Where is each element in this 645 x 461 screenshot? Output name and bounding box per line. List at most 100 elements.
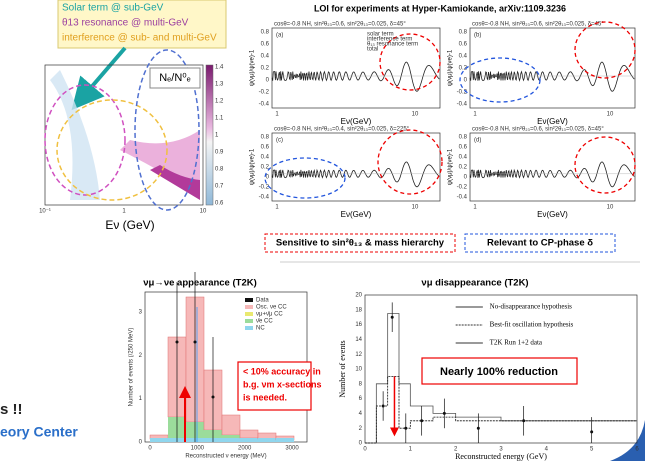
colorbar-tick: 1.2 [215, 99, 224, 105]
x-tick-label: 4 [545, 447, 549, 453]
legend-entry: ν̄e CC [256, 319, 273, 325]
triangle-plot [44, 49, 214, 211]
callout-text: b.g. νm x-sections [243, 379, 322, 389]
highlight [379, 33, 441, 91]
y-tick-label: -0.2 [457, 185, 468, 191]
callout-text: < 10% accuracy in [243, 366, 321, 376]
axis-label: Number of events (/250 MeV) [129, 328, 135, 407]
panel-letter: (b) [474, 33, 481, 39]
panel-letter: (a) [276, 33, 283, 39]
x-tick-label: 10 [607, 205, 614, 211]
note-box [464, 233, 616, 253]
x-tick-label: 10 [412, 112, 419, 118]
slide-text: eory Center [0, 424, 78, 440]
note: Relevant to CP-phase δ [487, 238, 593, 249]
curve [469, 161, 635, 188]
hist-bar [239, 429, 259, 439]
y-tick-label: 0.4 [261, 54, 270, 60]
highlight [459, 57, 541, 103]
x-tick-label: 2 [454, 447, 458, 453]
legend-entry: Best-fit oscillation hypothesis [490, 321, 574, 329]
legend-entry: Data [256, 298, 269, 304]
curve [271, 61, 440, 92]
legend-entry: T2K Run 1+2 data [490, 339, 543, 347]
hist-bar [150, 438, 168, 442]
legend-entry: total [367, 47, 378, 53]
y-tick-label: 12 [355, 352, 362, 358]
x-tick-label: 1 [122, 209, 126, 215]
hist-bar [276, 438, 294, 442]
panel-header: cosθ=-0.8 NH, sin²θ₂₃=0.6, sin²2θ₁₃=0.02… [274, 22, 406, 28]
panel-frame [469, 27, 636, 109]
y-tick-label: 0.6 [459, 145, 468, 151]
corner-decoration [610, 420, 645, 461]
y-tick-label: 0.6 [261, 145, 270, 151]
x-tick-label: 10 [412, 205, 419, 211]
colorbar-tick: 0.6 [215, 201, 224, 207]
colorbar-tick: 1.1 [215, 116, 224, 122]
x-tick-label: 5 [590, 447, 594, 453]
y-tick-label: 16 [355, 322, 362, 328]
y-tick-label: 0.8 [261, 30, 270, 36]
panel-frame [271, 132, 441, 202]
data-point [211, 395, 215, 399]
y-tick-label: 0.2 [261, 165, 270, 171]
colorbar-tick: 0.9 [215, 150, 224, 156]
axis-label: ψ(νμ)/ψ(νe)-1 [448, 49, 454, 86]
axis-label: ψ(νμ)/ψ(νe)-1 [448, 148, 454, 185]
x-tick-label: 3000 [285, 446, 299, 452]
legend-line: interference @ sub- and multi-GeV [62, 33, 217, 44]
note: Sensitive to sin²θ₁₃ & mass hierarchy [276, 238, 445, 249]
y-tick-label: 14 [355, 337, 362, 343]
note-box [264, 233, 456, 253]
axis-label: Eν(GeV) [537, 117, 568, 126]
panel-header: cosθ=-0.8 NH, sin²θ₂₃=0.4, sin²2θ₁₃=0.02… [274, 127, 410, 133]
data-point [522, 419, 526, 423]
arrow [71, 46, 127, 111]
y-tick-label: 0.4 [261, 155, 270, 161]
y-tick-label: 0.2 [459, 66, 468, 72]
x-tick-label: 10⁻¹ [39, 209, 51, 215]
y-tick-label: 3 [139, 310, 143, 316]
y-tick-label: 1 [139, 396, 143, 402]
y-tick-label: 8 [359, 381, 363, 387]
legend-swatch [245, 319, 253, 323]
legend-entry: νμ+ν̄μ CC [256, 312, 283, 318]
data-point [175, 340, 179, 344]
panel-letter: (c) [276, 138, 283, 144]
callout-text: is needed. [243, 392, 287, 402]
y-tick-label: 0 [139, 440, 143, 446]
highlight [574, 136, 636, 194]
y-tick-label: -0.4 [259, 102, 270, 108]
x-tick-label: 1 [409, 447, 413, 453]
colorbar-tick: 1.3 [215, 82, 224, 88]
colorbar-tick: 0.8 [215, 167, 224, 173]
plot-label: Nₑ/N⁰ₑ [159, 72, 191, 84]
axis-label: Reconstructed energy (GeV) [455, 452, 547, 461]
y-tick-label: 6 [359, 396, 363, 402]
highlight [377, 129, 443, 195]
legend-entry: interference term [367, 37, 412, 43]
panel-letter: (d) [474, 138, 481, 144]
colorbar-tick: 0.7 [215, 184, 224, 190]
axis-label: Eν(GeV) [341, 117, 372, 126]
legend-box [57, 0, 227, 49]
y-tick-label: 0.6 [459, 42, 468, 48]
colorbar-tick: 1.4 [215, 65, 224, 71]
legend-entry: θ₁₃ resonance term [367, 42, 418, 48]
legend-line: Solar term @ sub-GeV [62, 3, 164, 14]
x-tick-label: 1000 [191, 446, 205, 452]
y-tick-label: 0 [464, 78, 468, 84]
axis-label: Number of events [338, 340, 347, 397]
panel-header: cosθ=-0.8 NH, sin²θ₂₃=0.6, sin²2θ₁₃=0.02… [472, 22, 604, 28]
data-point [381, 404, 385, 408]
y-tick-label: -0.2 [259, 185, 270, 191]
data-point [193, 340, 197, 344]
y-tick-label: 0 [359, 441, 363, 447]
legend-entry: NC [256, 326, 265, 332]
hist-line [365, 376, 637, 444]
axis-label: Eν(GeV) [537, 210, 568, 219]
axis-label: Eν (GeV) [105, 218, 154, 232]
x-tick-label: 10 [200, 209, 207, 215]
